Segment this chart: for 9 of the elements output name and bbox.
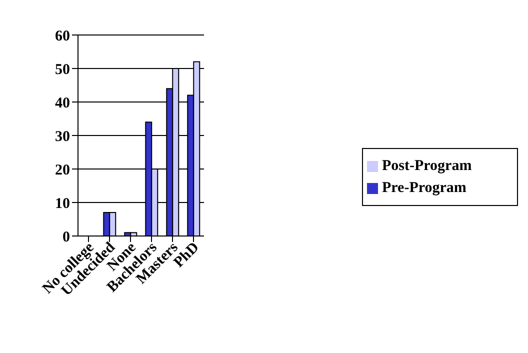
y-tick-label: 50 bbox=[55, 62, 70, 78]
y-tick-label: 10 bbox=[55, 196, 70, 212]
legend-label: Pre-Program bbox=[382, 180, 466, 196]
y-tick-label: 40 bbox=[55, 95, 70, 112]
y-tick-label: 20 bbox=[55, 162, 70, 178]
legend-label: Post-Program bbox=[382, 158, 472, 174]
y-tick-label: 0 bbox=[62, 229, 70, 246]
y-tick-label: 30 bbox=[55, 128, 70, 145]
y-tick-label: 60 bbox=[55, 28, 70, 44]
